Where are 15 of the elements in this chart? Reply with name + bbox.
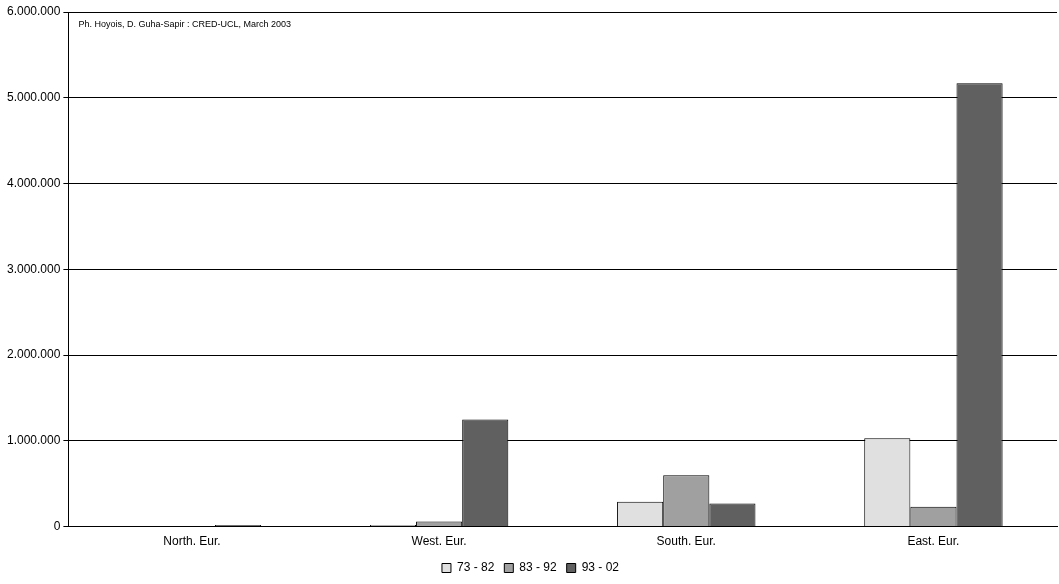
x-tick-label: South. Eur. [656,534,716,549]
x-tick-label: West. Eur. [411,534,467,549]
x-tick-label: East. Eur. [907,534,960,549]
y-tick-label: 4.000.000 [6,175,61,190]
legend-label: 83 - 92 [519,560,558,575]
y-tick-label: 1.000.000 [6,433,61,448]
y-tick-label: 3.000.000 [6,261,61,276]
legend-label: 73 - 82 [456,560,495,575]
y-tick-label: 5.000.000 [6,90,61,105]
y-tick-label: 0 [53,518,61,533]
y-tick-label: 6.000.000 [6,4,61,19]
annotation: Ph. Hoyois, D. Guha-Sapir : CRED-UCL, March 2003 [78,18,291,29]
x-tick-label: North. Eur. [163,534,221,549]
legend-label: 93 - 02 [581,560,620,575]
y-tick-label: 2.000.000 [6,347,61,362]
